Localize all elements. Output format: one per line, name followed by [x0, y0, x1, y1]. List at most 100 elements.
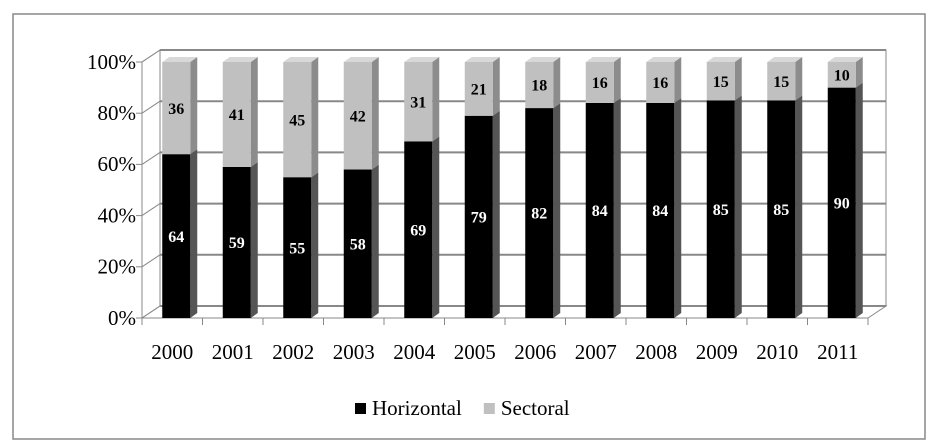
- bar-top: [222, 57, 258, 62]
- bar-side: [190, 57, 198, 155]
- legend-swatch: [483, 403, 495, 414]
- bar-top: [585, 57, 621, 62]
- value-label: 82: [531, 206, 547, 223]
- bar-side: [855, 57, 863, 88]
- bar-side: [795, 57, 803, 101]
- value-label: 85: [773, 202, 789, 219]
- value-label: 85: [713, 202, 729, 219]
- x-tick-label: 2011: [817, 340, 858, 364]
- bar-top: [525, 57, 561, 62]
- bar-top: [162, 57, 198, 62]
- bar: [343, 62, 372, 170]
- frame: [12, 13, 926, 440]
- bar-top: [283, 57, 319, 62]
- bar-side: [250, 57, 258, 167]
- bar: [283, 177, 312, 318]
- value-label: 18: [531, 78, 547, 95]
- value-label: 10: [834, 67, 850, 84]
- value-label: 55: [289, 240, 305, 257]
- bar-top: [646, 57, 682, 62]
- value-label: 31: [410, 94, 426, 111]
- legend-label: Sectoral: [501, 396, 570, 420]
- bar-side: [371, 164, 379, 318]
- bar: [767, 62, 796, 101]
- grid-line: [141, 254, 161, 268]
- bar-side: [492, 110, 500, 318]
- bar-top: [464, 57, 500, 62]
- bar: [222, 166, 251, 318]
- bar: [585, 62, 614, 103]
- bar: [646, 62, 675, 103]
- bar: [767, 100, 796, 319]
- bar-side: [674, 97, 682, 319]
- bar-top: [343, 57, 379, 62]
- bar-side: [553, 103, 561, 318]
- bar-side: [371, 57, 379, 170]
- x-tick-label: 2000: [151, 340, 193, 364]
- bar-top: [827, 57, 863, 62]
- bar-side: [855, 82, 863, 318]
- x-tick-label: 2009: [696, 340, 738, 364]
- value-label: 16: [592, 75, 608, 92]
- value-label: 45: [289, 112, 305, 129]
- bar-side: [432, 57, 440, 142]
- value-label: 42: [350, 108, 366, 125]
- grid-line: [141, 151, 161, 165]
- bar-side: [432, 136, 440, 318]
- bar: [525, 108, 554, 318]
- bar-side: [613, 97, 621, 319]
- y-tick-label: 80%: [98, 101, 137, 125]
- bar: [162, 62, 191, 155]
- y-tick-label: 40%: [98, 203, 137, 227]
- bar-side: [734, 95, 742, 319]
- value-label: 41: [229, 107, 245, 124]
- value-label: 69: [410, 222, 426, 239]
- bar-side: [613, 57, 621, 103]
- value-label: 90: [834, 195, 850, 212]
- value-label: 79: [471, 210, 487, 227]
- grid-line: [141, 100, 161, 114]
- bar: [464, 62, 493, 116]
- bar: [404, 62, 433, 142]
- x-tick-label: 2004: [393, 340, 436, 364]
- bar-side: [674, 57, 682, 103]
- y-tick-label: 60%: [98, 152, 137, 176]
- bar: [404, 141, 433, 318]
- bar: [706, 62, 735, 101]
- value-label: 59: [229, 235, 245, 252]
- x-tick-label: 2010: [756, 340, 798, 364]
- bar: [706, 100, 735, 319]
- value-label: 84: [592, 203, 608, 220]
- x-tick-label: 2001: [212, 340, 254, 364]
- x-tick-label: 2008: [635, 340, 677, 364]
- value-label: 21: [471, 82, 487, 99]
- bar-side: [190, 149, 198, 318]
- bar: [283, 62, 312, 178]
- bar-side: [250, 161, 258, 318]
- y-tick-label: 20%: [98, 255, 137, 279]
- bar: [162, 154, 191, 318]
- value-label: 15: [773, 74, 789, 91]
- bar-side: [734, 57, 742, 101]
- bar: [525, 62, 554, 109]
- bar-top: [404, 57, 440, 62]
- bar: [585, 102, 614, 319]
- y-tick-label: 100%: [87, 50, 136, 74]
- bar-side: [311, 57, 319, 178]
- bar: [827, 62, 856, 88]
- value-label: 36: [168, 101, 184, 118]
- x-tick-label: 2002: [272, 340, 314, 364]
- bar-side: [492, 57, 500, 116]
- x-tick-label: 2006: [514, 340, 556, 364]
- legend-swatch: [355, 403, 366, 414]
- bar: [222, 62, 251, 167]
- bar-side: [553, 57, 561, 109]
- x-tick-label: 2007: [575, 340, 617, 364]
- bar-side: [311, 172, 319, 318]
- y-tick-label: 0%: [108, 306, 136, 330]
- value-label: 64: [168, 229, 184, 246]
- value-label: 58: [350, 236, 366, 253]
- x-tick-label: 2005: [454, 340, 496, 364]
- bar: [464, 115, 493, 318]
